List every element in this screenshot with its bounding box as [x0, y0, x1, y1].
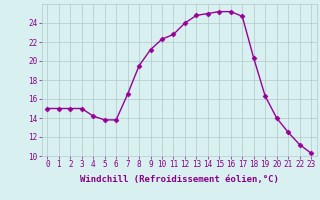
X-axis label: Windchill (Refroidissement éolien,°C): Windchill (Refroidissement éolien,°C) — [80, 175, 279, 184]
